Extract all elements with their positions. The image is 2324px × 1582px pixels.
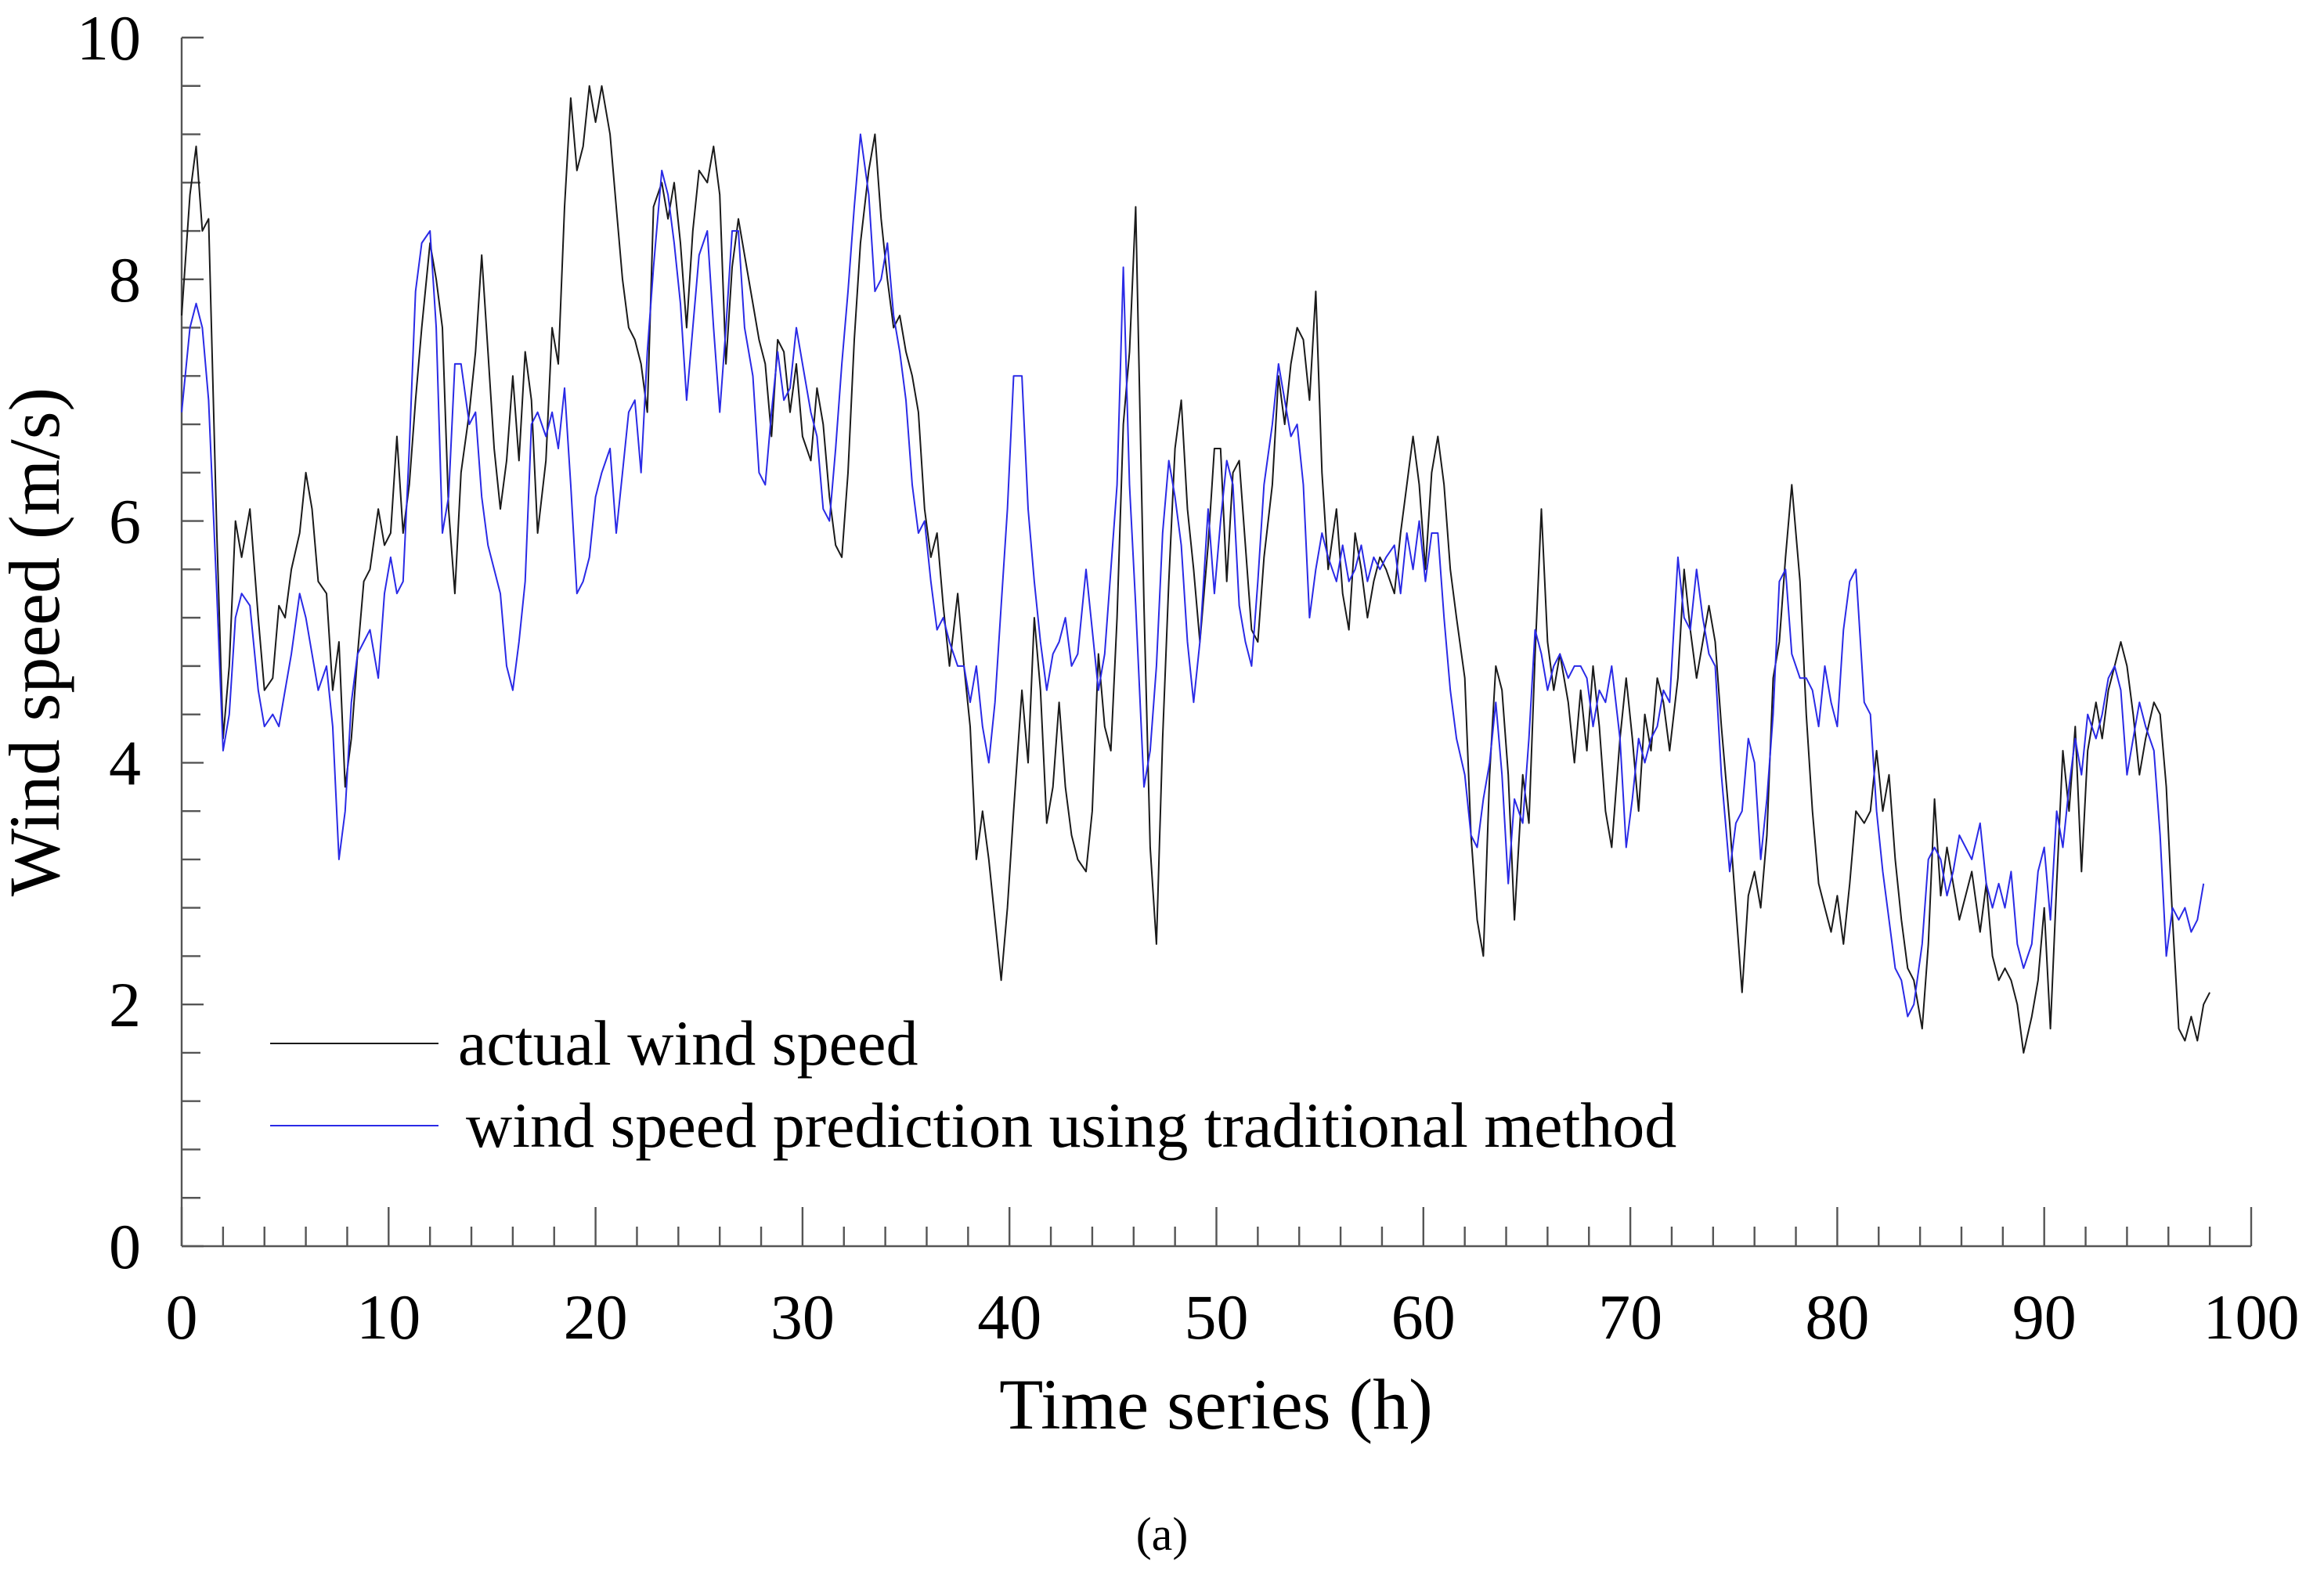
x-tick-label: 80 <box>1805 1281 1869 1353</box>
x-tick-label: 20 <box>564 1281 628 1353</box>
y-tick-label: 2 <box>109 969 141 1040</box>
x-tick-label: 30 <box>770 1281 835 1353</box>
y-tick-label: 0 <box>109 1211 141 1282</box>
y-axis-title: Wind speed (m/s) <box>0 387 74 896</box>
y-tick-label: 6 <box>109 486 141 557</box>
legend-label-prediction: wind speed prediction using traditional … <box>466 1090 1676 1161</box>
y-tick-label: 8 <box>109 244 141 315</box>
panel-label: (a) <box>1136 1508 1189 1560</box>
y-tick-label: 4 <box>109 727 141 798</box>
x-tick-label: 70 <box>1598 1281 1662 1353</box>
x-tick-label: 40 <box>977 1281 1041 1353</box>
legend: actual wind speed wind speed prediction … <box>270 1007 1676 1161</box>
legend-label-actual: actual wind speed <box>458 1007 918 1079</box>
x-tick-label: 50 <box>1185 1281 1249 1353</box>
x-axis-title: Time series (h) <box>999 1364 1433 1444</box>
series-layer <box>181 85 2210 1054</box>
x-tick-label: 90 <box>2012 1281 2077 1353</box>
y-tick-label: 10 <box>77 2 141 74</box>
series-actual-wind-speed-line <box>181 85 2210 1054</box>
y-axis-tick-labels: 0 2 4 6 8 10 <box>77 2 141 1282</box>
x-axis-tick-labels: 0 10 20 30 40 50 60 70 80 90 100 <box>166 1281 2300 1353</box>
y-axis-ticks <box>182 36 204 1248</box>
x-tick-label: 100 <box>2203 1281 2300 1353</box>
x-tick-label: 60 <box>1391 1281 1456 1353</box>
x-tick-label: 0 <box>166 1281 198 1353</box>
series-prediction-line <box>181 133 2205 1018</box>
x-tick-label: 10 <box>356 1281 420 1353</box>
x-axis-ticks <box>180 1207 2253 1246</box>
